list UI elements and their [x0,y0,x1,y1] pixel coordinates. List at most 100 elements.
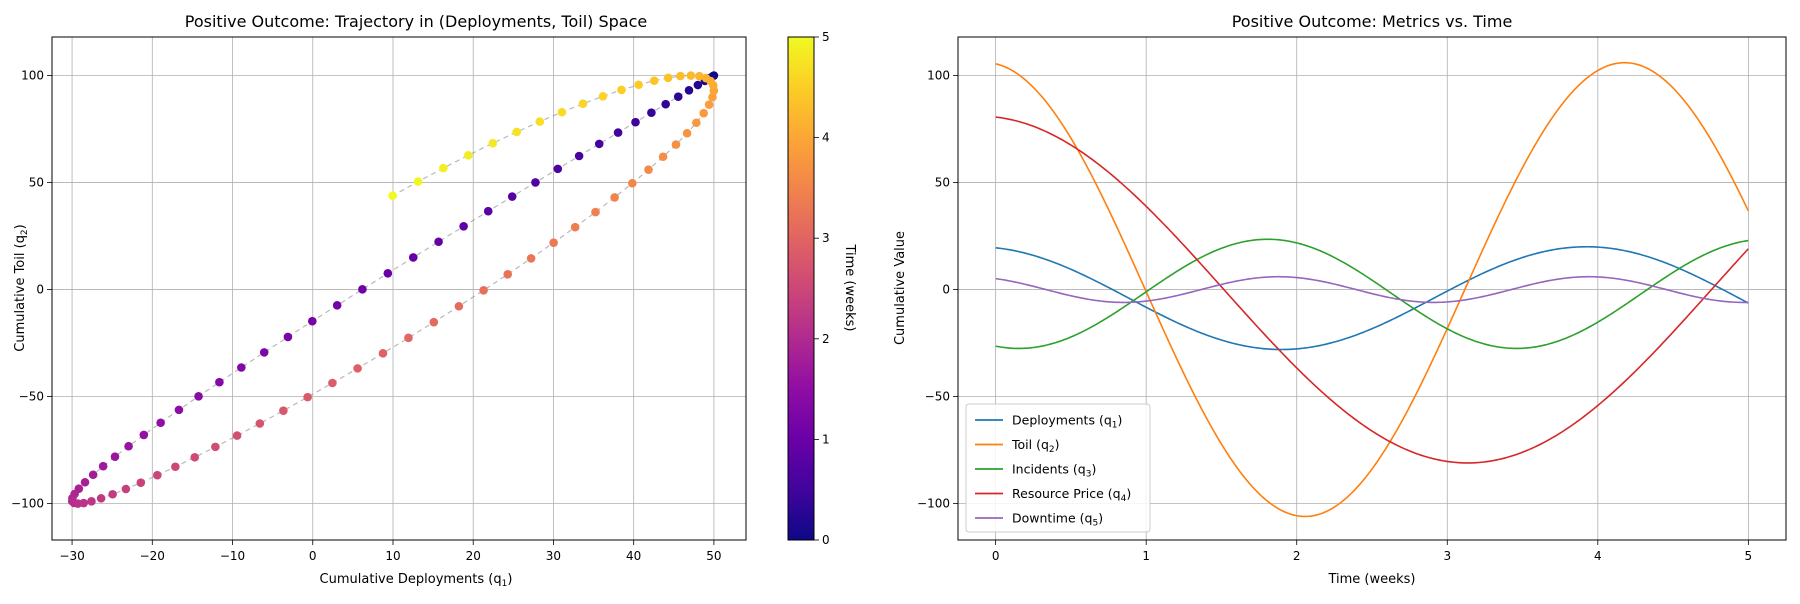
trajectory-point [649,76,659,85]
trajectory-point [215,377,224,387]
right-x-tick-label: 4 [1594,549,1602,563]
right-x-ticks: 0 1 2 3 4 5 [992,540,1752,563]
series-line-resource [995,116,1749,464]
trajectory-point [671,140,681,149]
trajectory-point [693,80,703,90]
trajectory-point [699,108,708,118]
trajectory-point [634,80,643,90]
trajectory-point [570,222,580,232]
legend-label: Resource Price (q4) [1012,486,1131,504]
left-x-ticks: −30 −20 −10 0 10 20 30 40 50 [59,540,722,563]
trajectory-point [557,107,567,117]
series-line-toil [995,61,1750,518]
trajectory-point [591,207,600,217]
trajectory-point [353,364,362,373]
series-line-incidents [995,238,1749,350]
trajectory-point [695,71,704,81]
trajectory-point [574,151,584,161]
colorbar-tick-label: 1 [822,432,830,446]
left-x-tick-label: 30 [546,549,561,563]
left-y-axis-label: Cumulative Toil (q2) [13,224,30,352]
colorbar-tick-label: 5 [822,30,830,44]
trajectory-point [628,178,637,188]
trajectory-point [464,150,473,160]
trajectory-point [174,405,184,415]
colorbar-tick-label: 3 [822,231,830,245]
trajectory-point [279,406,288,415]
left-x-tick-label: 50 [706,549,721,563]
trajectory-point [88,470,98,480]
right-y-tick-label: 50 [935,176,950,190]
trajectory-point [404,333,413,343]
trajectory-point [121,484,131,494]
trajectory-point [98,461,108,471]
left-axes-frame [51,36,747,541]
trajectory-point [259,348,269,357]
colorbar-ticks: 0 1 2 3 4 5 [814,30,830,547]
trajectory-point [429,317,439,327]
colorbar-label: Time (weeks) [842,243,857,331]
trajectory-point [96,494,106,503]
trajectory-point [673,92,683,101]
trajectory-point [704,100,714,109]
trajectory-point [136,478,146,487]
trajectory-point [594,139,604,149]
trajectory-point [507,192,517,201]
trajectory-plot: Positive Outcome: Trajectory in (Deploym… [11,12,747,589]
right-x-tick-label: 5 [1745,549,1753,563]
left-x-axis-label: Cumulative Deployments (q1) [320,572,513,589]
trajectory-point [171,462,180,472]
trajectory-point [692,118,701,128]
trajectory-point [237,363,246,372]
legend-items: Deployments (q1) Toil (q2) Incidents (q3) R… [975,413,1131,529]
trajectory-point [531,178,540,187]
trajectory-point [488,138,498,148]
left-y-ticks: −100 −50 0 50 100 [11,69,52,511]
colorbar-tick-label: 0 [822,533,830,547]
colorbar-tick-label: 4 [822,131,830,145]
trajectory-point [526,254,536,263]
trajectory-point [79,498,88,508]
left-x-tick-label: 40 [626,549,641,563]
series-line-deployments [995,245,1749,351]
trajectory-point [232,431,242,440]
right-y-ticks: −100 −50 0 50 100 [917,69,958,511]
trajectory-point [503,269,513,279]
right-x-axis-label: Time (weeks) [1327,572,1415,587]
trajectory-point [483,206,493,216]
right-plot-title: Positive Outcome: Metrics vs. Time [1232,12,1513,31]
trajectory-point [459,222,468,231]
trajectory-point [549,238,558,247]
trajectory-point [684,86,694,95]
trajectory-point [358,285,367,294]
legend-label: Incidents (q3) [1012,462,1096,480]
metrics-plot: Positive Outcome: Metrics vs. Time 0 1 2 3 4… [893,12,1787,587]
trajectory-point [283,332,293,342]
trajectory-point [211,442,220,452]
trajectory-point [110,452,120,461]
trajectory-point [644,165,653,174]
right-x-tick-label: 3 [1443,549,1451,563]
trajectory-point [631,117,640,127]
left-x-tick-label: −30 [59,549,84,563]
left-grid [52,37,746,540]
left-x-tick-label: −20 [140,549,165,563]
left-plot-title: Positive Outcome: Trajectory in (Deploym… [185,12,647,31]
left-x-tick-label: −10 [220,549,245,563]
right-axes-frame [957,36,1787,541]
trajectory-point [663,73,673,83]
left-x-tick-label: 0 [309,549,317,563]
trajectory-point [303,392,312,402]
colorbar: 0 1 2 3 4 5 Time (weeks) [787,30,857,547]
right-y-tick-label: −50 [925,390,950,404]
trajectory-point [708,92,717,102]
right-x-tick-label: 1 [1142,549,1150,563]
left-y-tick-label: 100 [21,69,44,83]
trajectory-point [328,378,337,388]
colorbar-tick-label: 2 [822,332,830,346]
trajectory-point [139,430,149,440]
right-y-tick-label: 0 [942,283,950,297]
trajectory-point [388,191,397,200]
trajectory-point [153,470,162,480]
